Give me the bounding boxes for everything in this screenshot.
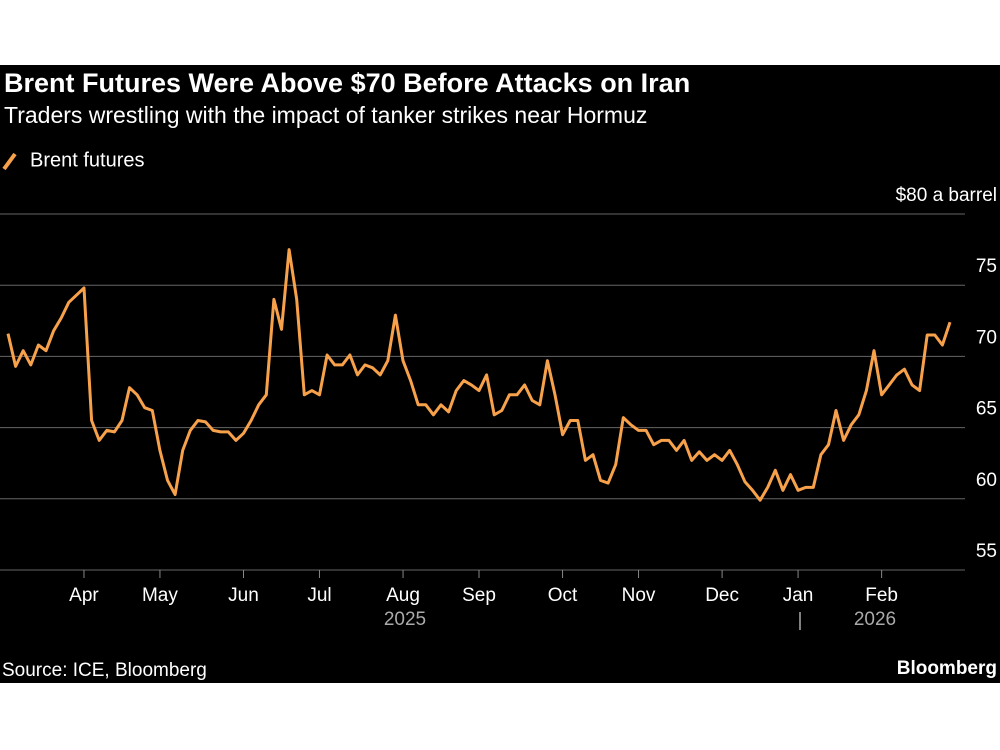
chart-subtitle: Traders wrestling with the impact of tan… xyxy=(4,102,647,128)
legend-swatch xyxy=(2,152,17,171)
x-tick-label: Nov xyxy=(622,585,656,606)
legend-label: Brent futures xyxy=(30,149,145,171)
y-tick-label: 60 xyxy=(976,470,997,491)
x-tick-label: Jan xyxy=(783,585,814,606)
x-tick-label: Oct xyxy=(548,585,578,606)
x-tick-label: May xyxy=(142,585,178,606)
y-tick-label: 55 xyxy=(976,541,997,562)
year-label: 2026 xyxy=(854,609,896,630)
background xyxy=(0,65,1000,683)
x-tick-label: Apr xyxy=(69,585,99,606)
data-line xyxy=(6,248,952,502)
source: Source: ICE, Bloomberg xyxy=(2,660,207,681)
x-tick-label: Dec xyxy=(705,585,739,606)
x-tick-label: Sep xyxy=(462,585,496,606)
y-tick-label: $80 a barrel xyxy=(896,185,997,206)
y-tick-label: 65 xyxy=(976,399,997,420)
x-tick-label: Aug xyxy=(386,585,420,606)
y-tick-label: 70 xyxy=(976,327,997,348)
brand: Bloomberg xyxy=(897,658,997,679)
y-tick-label: 75 xyxy=(976,256,997,277)
chart-title: Brent Futures Were Above $70 Before Atta… xyxy=(4,68,690,98)
year-label: 2025 xyxy=(384,609,426,630)
x-tick-label: Jul xyxy=(307,585,331,606)
x-tick-label: Jun xyxy=(228,585,259,606)
x-tick-label: Feb xyxy=(865,585,898,606)
